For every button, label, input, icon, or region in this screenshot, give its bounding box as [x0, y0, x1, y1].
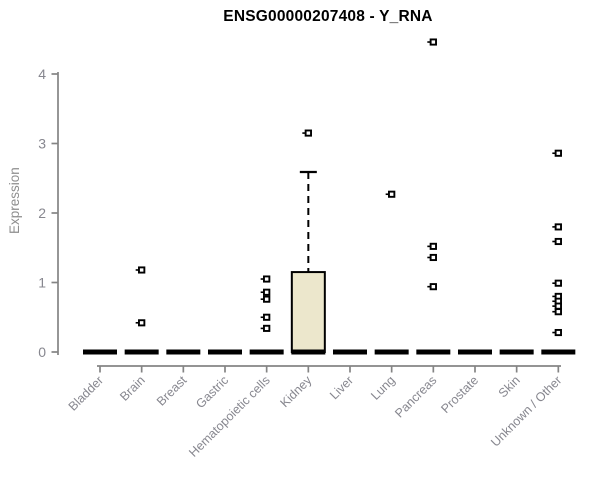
outlier-point [554, 328, 562, 337]
y-tick-label: 3 [38, 136, 46, 152]
outlier-point [304, 129, 312, 137]
median-bar [124, 349, 159, 355]
x-tick-label: Lung [368, 373, 398, 403]
median-bar [249, 349, 284, 355]
median-bar [416, 349, 451, 355]
outlier-point [263, 295, 271, 303]
outlier-point [554, 149, 562, 157]
outlier-point [554, 279, 562, 287]
x-tick-label: Hematopoietic cells [186, 373, 273, 460]
median-bar [541, 349, 576, 355]
outlier-point [554, 237, 562, 246]
outlier-point [554, 223, 562, 231]
x-tick-label: Liver [327, 373, 356, 402]
outlier-point [138, 266, 146, 274]
x-tick-label: Pancreas [392, 373, 439, 420]
x-tick-label: Skin [496, 373, 523, 400]
y-tick-label: 4 [38, 66, 46, 82]
outlier-point [388, 190, 396, 198]
x-tick-label: Kidney [278, 373, 315, 410]
outlier-point [263, 288, 271, 296]
median-bar [374, 349, 409, 355]
median-bar [457, 349, 492, 355]
x-tick-label: Gastric [193, 373, 231, 411]
x-tick-label: Prostate [438, 373, 481, 416]
median-bar [332, 349, 367, 355]
outlier-point [554, 302, 562, 310]
median-bar [291, 349, 326, 355]
outlier-point [429, 242, 437, 250]
median-bar [166, 349, 201, 355]
outlier-point [429, 253, 437, 262]
outlier-point [263, 313, 271, 321]
outlier-point [138, 319, 146, 327]
median-bar [499, 349, 534, 355]
outlier-point [263, 324, 271, 332]
outlier-point [263, 275, 271, 283]
x-tick-label: Bladder [66, 373, 106, 413]
chart-title: ENSG00000207408 - Y_RNA [223, 8, 433, 25]
outlier-point [429, 38, 437, 46]
y-tick-label: 0 [38, 344, 46, 360]
median-bar [207, 349, 242, 355]
x-tick-label: Unknown / Other [488, 373, 564, 449]
outlier-point [554, 308, 562, 316]
box [290, 271, 326, 354]
x-tick-label: Breast [154, 373, 190, 409]
median-bar [83, 349, 117, 355]
x-tick-label: Brain [117, 373, 148, 404]
y-tick-label: 2 [38, 205, 46, 221]
y-tick-label: 1 [38, 275, 46, 291]
outlier-point [429, 283, 437, 291]
